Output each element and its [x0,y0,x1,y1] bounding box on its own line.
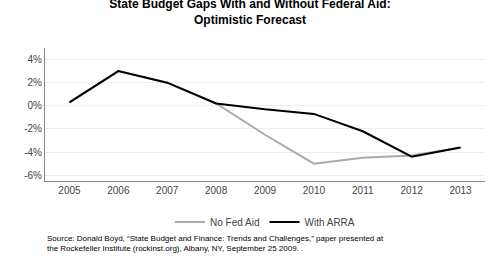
svg-text:2006: 2006 [107,185,130,196]
svg-text:No Fed Aid: No Fed Aid [210,217,259,228]
svg-text:2005: 2005 [58,185,81,196]
svg-text:With ARRA: With ARRA [304,217,354,228]
svg-text:4%: 4% [28,54,43,65]
svg-text:-6%: -6% [24,170,42,181]
svg-text:-4%: -4% [24,147,42,158]
svg-text:2009: 2009 [254,185,277,196]
svg-text:2011: 2011 [352,185,374,196]
svg-text:-2%: -2% [24,123,42,134]
svg-text:2010: 2010 [303,185,326,196]
svg-text:2%: 2% [28,77,43,88]
svg-text:State Budget Gaps With and Wit: State Budget Gaps With and Without Feder… [109,0,390,27]
svg-text:Source: Donald Boyd, “State Bu: Source: Donald Boyd, “State Budget and F… [47,234,384,253]
svg-text:2013: 2013 [449,185,472,196]
svg-text:2007: 2007 [156,185,179,196]
svg-text:2008: 2008 [205,185,228,196]
svg-text:0%: 0% [28,100,43,111]
svg-text:2012: 2012 [401,185,424,196]
